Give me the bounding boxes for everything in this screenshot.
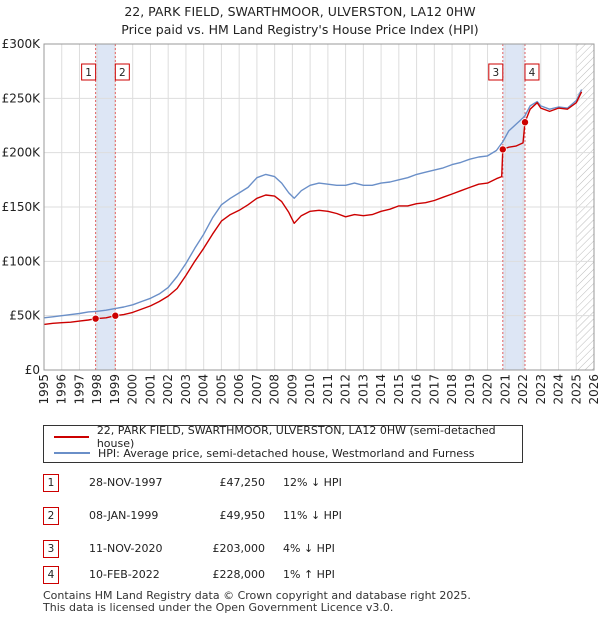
x-tick-label: 2004 — [197, 374, 211, 405]
x-tick-label: 1996 — [55, 374, 69, 405]
x-tick-label: 2021 — [498, 374, 512, 405]
x-tick-label: 2003 — [179, 374, 193, 405]
x-tick-label: 2019 — [463, 374, 477, 405]
x-tick-label: 1999 — [108, 374, 122, 405]
sale-hpi-diff: 1% ↑ HPI — [283, 568, 335, 581]
x-tick-label: 2018 — [445, 374, 459, 405]
sale-label-number: 4 — [529, 67, 536, 79]
x-tick-label: 2010 — [303, 374, 317, 405]
y-tick-label: £50K — [9, 309, 41, 323]
x-tick-label: 2009 — [285, 374, 299, 405]
sale-date: 11-NOV-2020 — [89, 542, 163, 555]
footer: Contains HM Land Registry data © Crown c… — [43, 590, 471, 614]
x-tick-label: 2026 — [587, 374, 600, 405]
x-tick-label: 2016 — [410, 374, 424, 405]
sale-label-number: 2 — [119, 67, 126, 79]
sale-label-number: 1 — [85, 67, 92, 79]
sale-number-badge: 3 — [43, 540, 59, 558]
sale-point — [111, 311, 120, 320]
x-tick-label: 1997 — [72, 374, 86, 405]
sale-number-badge: 1 — [43, 474, 59, 492]
y-tick-label: £300K — [2, 37, 42, 51]
x-tick-label: 2008 — [268, 374, 282, 405]
sale-number-badge: 4 — [43, 566, 59, 584]
x-tick-label: 2007 — [250, 374, 264, 405]
sale-hpi-diff: 4% ↓ HPI — [283, 542, 335, 555]
sale-price: £228,000 — [212, 568, 266, 581]
x-tick-label: 1995 — [37, 374, 51, 405]
x-tick-label: 2023 — [534, 374, 548, 405]
sale-date: 08-JAN-1999 — [89, 509, 159, 522]
table-row: 3 11-NOV-2020 £203,000 4% ↓ HPI — [43, 540, 563, 560]
chart-title-line2: Price paid vs. HM Land Registry's House … — [121, 22, 479, 37]
legend: 22, PARK FIELD, SWARTHMOOR, ULVERSTON, L… — [43, 424, 523, 463]
x-tick-label: 2011 — [321, 374, 335, 405]
sale-date: 10-FEB-2022 — [89, 568, 160, 581]
y-tick-label: £100K — [2, 254, 42, 268]
footer-licence: This data is licensed under the Open Gov… — [43, 601, 394, 614]
sale-label-box — [81, 63, 97, 81]
x-tick-label: 2012 — [339, 374, 353, 405]
x-tick-label: 2015 — [392, 374, 406, 405]
sale-point — [91, 314, 100, 323]
y-tick-label: £200K — [2, 146, 42, 160]
x-tick-label: 2006 — [232, 374, 246, 405]
x-tick-label: 2014 — [374, 374, 388, 405]
legend-label-hpi: HPI: Average price, semi-detached house,… — [98, 446, 475, 460]
hpi-line — [43, 89, 583, 319]
table-row: 4 10-FEB-2022 £228,000 1% ↑ HPI — [43, 566, 563, 586]
legend-swatch-hpi — [54, 452, 90, 454]
x-tick-label: 2002 — [161, 374, 175, 405]
legend-swatch-property — [54, 436, 89, 438]
footer-copyright: Contains HM Land Registry data © Crown c… — [43, 589, 471, 602]
x-tick-label: 2001 — [143, 374, 157, 405]
x-tick-label: 2005 — [214, 374, 228, 405]
legend-item-hpi: HPI: Average price, semi-detached house,… — [54, 445, 475, 461]
table-row: 1 28-NOV-1997 £47,250 12% ↓ HPI — [43, 474, 563, 494]
sale-date: 28-NOV-1997 — [89, 476, 163, 489]
x-tick-label: 2013 — [356, 374, 370, 405]
x-tick-label: 2024 — [552, 374, 566, 405]
legend-label-property: 22, PARK FIELD, SWARTHMOOR, ULVERSTON, L… — [96, 424, 496, 450]
sale-hpi-diff: 12% ↓ HPI — [283, 476, 342, 489]
y-tick-label: £0 — [25, 363, 40, 377]
property-price-line — [43, 91, 583, 326]
y-tick-label: £150K — [2, 200, 42, 214]
table-row: 2 08-JAN-1999 £49,950 11% ↓ HPI — [43, 507, 563, 527]
sale-point — [520, 118, 529, 127]
y-tick-label: £250K — [2, 91, 42, 105]
plot-border — [43, 43, 595, 371]
sale-point — [498, 145, 507, 154]
sale-label-box — [524, 63, 540, 81]
x-tick-label: 2000 — [126, 374, 140, 405]
sale-price: £203,000 — [212, 542, 266, 555]
sale-label-box — [488, 63, 504, 81]
chart-title-line1: 22, PARK FIELD, SWARTHMOOR, ULVERSTON, L… — [124, 4, 476, 19]
x-tick-label: 2020 — [481, 374, 495, 405]
sale-label-box — [114, 63, 130, 81]
x-tick-label: 1998 — [90, 374, 104, 405]
sale-number-badge: 2 — [43, 507, 59, 525]
x-tick-label: 2017 — [427, 374, 441, 405]
x-tick-label: 2025 — [569, 374, 583, 405]
x-tick-label: 2022 — [516, 374, 530, 405]
price-chart: 1 2 3 4 £0 £50K £100K £150K £200K £250K £300K 1995 1… — [2, 37, 600, 405]
sale-label-number: 3 — [492, 67, 499, 79]
sale-hpi-diff: 11% ↓ HPI — [283, 509, 342, 522]
sale-price: £49,950 — [219, 509, 266, 522]
legend-item-property: 22, PARK FIELD, SWARTHMOOR, ULVERSTON, L… — [54, 424, 522, 450]
sale-price: £47,250 — [219, 476, 266, 489]
